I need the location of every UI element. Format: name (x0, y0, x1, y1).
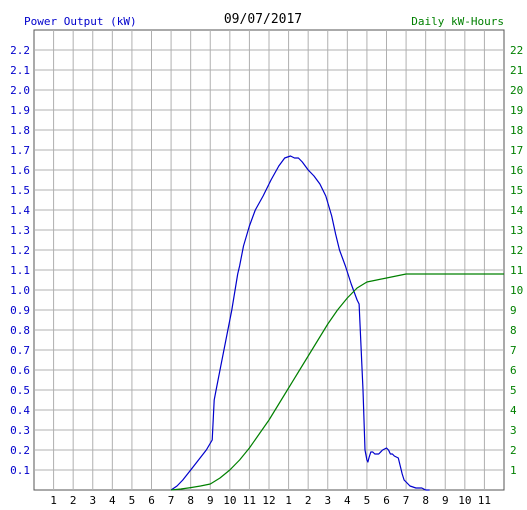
y-tick-left-label: 0.1 (10, 464, 30, 477)
y-tick-right-label: 10 (510, 284, 523, 297)
y-tick-right-label: 6 (510, 364, 517, 377)
grid (34, 30, 504, 490)
x-tick-label: 11 (243, 494, 256, 507)
y-tick-right-label: 4 (510, 404, 517, 417)
x-tick-label: 4 (344, 494, 351, 507)
x-tick-label: 8 (187, 494, 194, 507)
y-tick-right-label: 18 (510, 124, 523, 137)
left-axis-title: Power Output (kW) (24, 15, 137, 28)
y-tick-left-label: 0.5 (10, 384, 30, 397)
x-tick-label: 3 (89, 494, 96, 507)
y-tick-right-label: 1 (510, 464, 517, 477)
y-tick-right-label: 12 (510, 244, 523, 257)
y-tick-right-label: 14 (510, 204, 524, 217)
x-tick-label: 2 (305, 494, 312, 507)
y-tick-left-label: 2.0 (10, 84, 30, 97)
y-tick-right-label: 11 (510, 264, 523, 277)
y-tick-left-label: 1.8 (10, 124, 30, 137)
y-tick-left-label: 2.2 (10, 44, 30, 57)
y-tick-right-label: 19 (510, 104, 523, 117)
x-tick-label: 10 (223, 494, 236, 507)
y-tick-right-label: 20 (510, 84, 523, 97)
power-output-line (170, 155, 430, 491)
y-tick-left-label: 1.6 (10, 164, 30, 177)
y-tick-left-label: 1.4 (10, 204, 30, 217)
y-tick-right-label: 8 (510, 324, 517, 337)
x-tick-label: 7 (403, 494, 410, 507)
y-tick-left-label: 1.1 (10, 264, 30, 277)
x-tick-label: 1 (50, 494, 57, 507)
y-tick-left-label: 0.6 (10, 364, 30, 377)
y-tick-right-label: 21 (510, 64, 523, 77)
y-tick-left-label: 1.7 (10, 144, 30, 157)
y-tick-right-label: 9 (510, 304, 517, 317)
y-tick-left-label: 0.3 (10, 424, 30, 437)
y-tick-left-label: 0.7 (10, 344, 30, 357)
x-tick-label: 9 (442, 494, 449, 507)
x-tick-label: 1 (285, 494, 292, 507)
y-tick-right-label: 13 (510, 224, 523, 237)
y-tick-right-label: 5 (510, 384, 517, 397)
y-tick-left-label: 0.4 (10, 404, 30, 417)
y-tick-left-label: 1.2 (10, 244, 30, 257)
x-ticks: 1 2 3 4 5 6 7 8 9 10 11 12 1 2 3 4 5 6 7 8 9 10 11 (50, 494, 491, 507)
x-tick-label: 7 (168, 494, 175, 507)
x-tick-label: 8 (422, 494, 429, 507)
x-tick-label: 3 (324, 494, 331, 507)
y-tick-right-label: 7 (510, 344, 517, 357)
y-tick-left-label: 1.5 (10, 184, 30, 197)
chart-title: 09/07/2017 (224, 12, 302, 27)
y-tick-left-label: 2.1 (10, 64, 30, 77)
y-tick-right-label: 3 (510, 424, 517, 437)
x-tick-label: 2 (70, 494, 77, 507)
y-tick-right-label: 16 (510, 164, 523, 177)
y-tick-left-label: 0.9 (10, 304, 30, 317)
x-tick-label: 9 (207, 494, 214, 507)
y-tick-left-label: 0.2 (10, 444, 30, 457)
y-tick-right-label: 22 (510, 44, 523, 57)
y-ticks-left: 0.1 0.2 0.3 0.4 0.5 0.6 0.7 0.8 0.9 1.0 1.1 1.2 1.3 1… (10, 44, 30, 477)
y-tick-left-label: 1.9 (10, 104, 30, 117)
x-tick-label: 6 (383, 494, 390, 507)
x-tick-label: 12 (262, 494, 275, 507)
y-tick-right-label: 15 (510, 184, 523, 197)
daily-kwh-line (171, 273, 504, 491)
y-tick-right-label: 17 (510, 144, 523, 157)
y-tick-left-label: 1.0 (10, 284, 30, 297)
x-tick-label: 5 (129, 494, 136, 507)
y-tick-right-label: 2 (510, 444, 517, 457)
x-tick-label: 11 (478, 494, 491, 507)
x-tick-label: 5 (364, 494, 371, 507)
series-group (170, 155, 504, 491)
y-tick-left-label: 0.8 (10, 324, 30, 337)
x-tick-label: 4 (109, 494, 116, 507)
y-tick-left-label: 1.3 (10, 224, 30, 237)
x-tick-label: 6 (148, 494, 155, 507)
right-axis-title: Daily kW-Hours (411, 15, 504, 28)
x-tick-label: 10 (458, 494, 471, 507)
